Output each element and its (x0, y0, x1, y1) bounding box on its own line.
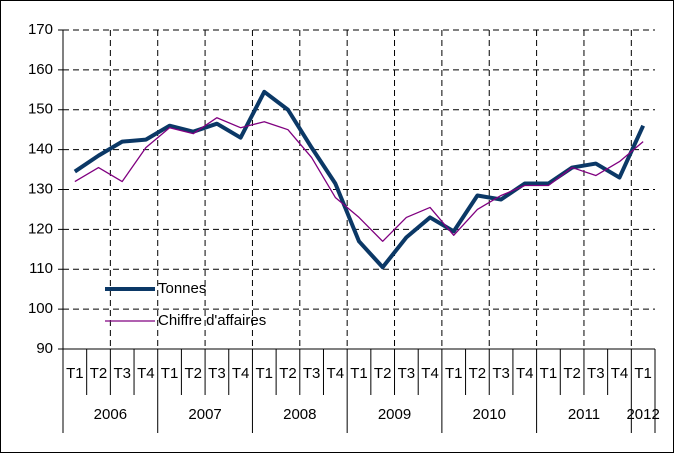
y-tick-label: 160 (28, 61, 53, 78)
series-line (73, 89, 645, 270)
y-tick-label: 110 (29, 260, 53, 277)
x-tick-label: T1 (540, 365, 558, 382)
legend-label: Tonnes (158, 280, 206, 297)
year-label: 2010 (473, 406, 506, 423)
year-label: 2006 (94, 406, 127, 423)
x-tick-label: T1 (256, 365, 274, 382)
y-tick-label: 170 (28, 21, 53, 38)
y-tick-label: 90 (36, 340, 53, 357)
x-tick-label: T1 (445, 365, 463, 382)
x-tick-label: T2 (90, 365, 108, 382)
x-tick-label: T3 (113, 365, 131, 382)
x-tick-label: T2 (469, 365, 487, 382)
x-tick-label: T1 (634, 365, 652, 382)
x-tick-label: T3 (398, 365, 416, 382)
x-tick-label: T2 (374, 365, 392, 382)
x-tick-label: T3 (303, 365, 321, 382)
x-tick-label: T4 (516, 365, 534, 382)
y-tick-label: 130 (28, 180, 53, 197)
legend-label: Chiffre d'affaires (158, 312, 266, 329)
x-tick-label: T1 (350, 365, 368, 382)
year-label: 2009 (378, 406, 411, 423)
y-tick-label: 140 (28, 141, 53, 158)
y-tick-label: 120 (28, 220, 53, 237)
x-tick-label: T3 (492, 365, 510, 382)
x-tick-label: T3 (208, 365, 226, 382)
x-tick-label: T4 (327, 365, 345, 382)
y-tick-label: 150 (28, 101, 53, 118)
x-tick-label: T3 (587, 365, 605, 382)
x-tick-label: T4 (611, 365, 629, 382)
x-tick-label: T4 (137, 365, 155, 382)
year-label: 2011 (568, 406, 600, 423)
x-tick-label: T2 (279, 365, 297, 382)
x-tick-label: T2 (563, 365, 581, 382)
x-tick-label: T2 (184, 365, 202, 382)
x-tick-label: T4 (421, 365, 439, 382)
x-tick-label: T1 (66, 365, 84, 382)
year-label: 2012 (626, 406, 659, 423)
year-label: 2008 (283, 406, 316, 423)
y-tick-label: 100 (28, 300, 53, 317)
series-line (74, 117, 644, 242)
x-tick-label: T1 (161, 365, 179, 382)
x-tick-label: T4 (232, 365, 250, 382)
year-label: 2007 (188, 406, 221, 423)
